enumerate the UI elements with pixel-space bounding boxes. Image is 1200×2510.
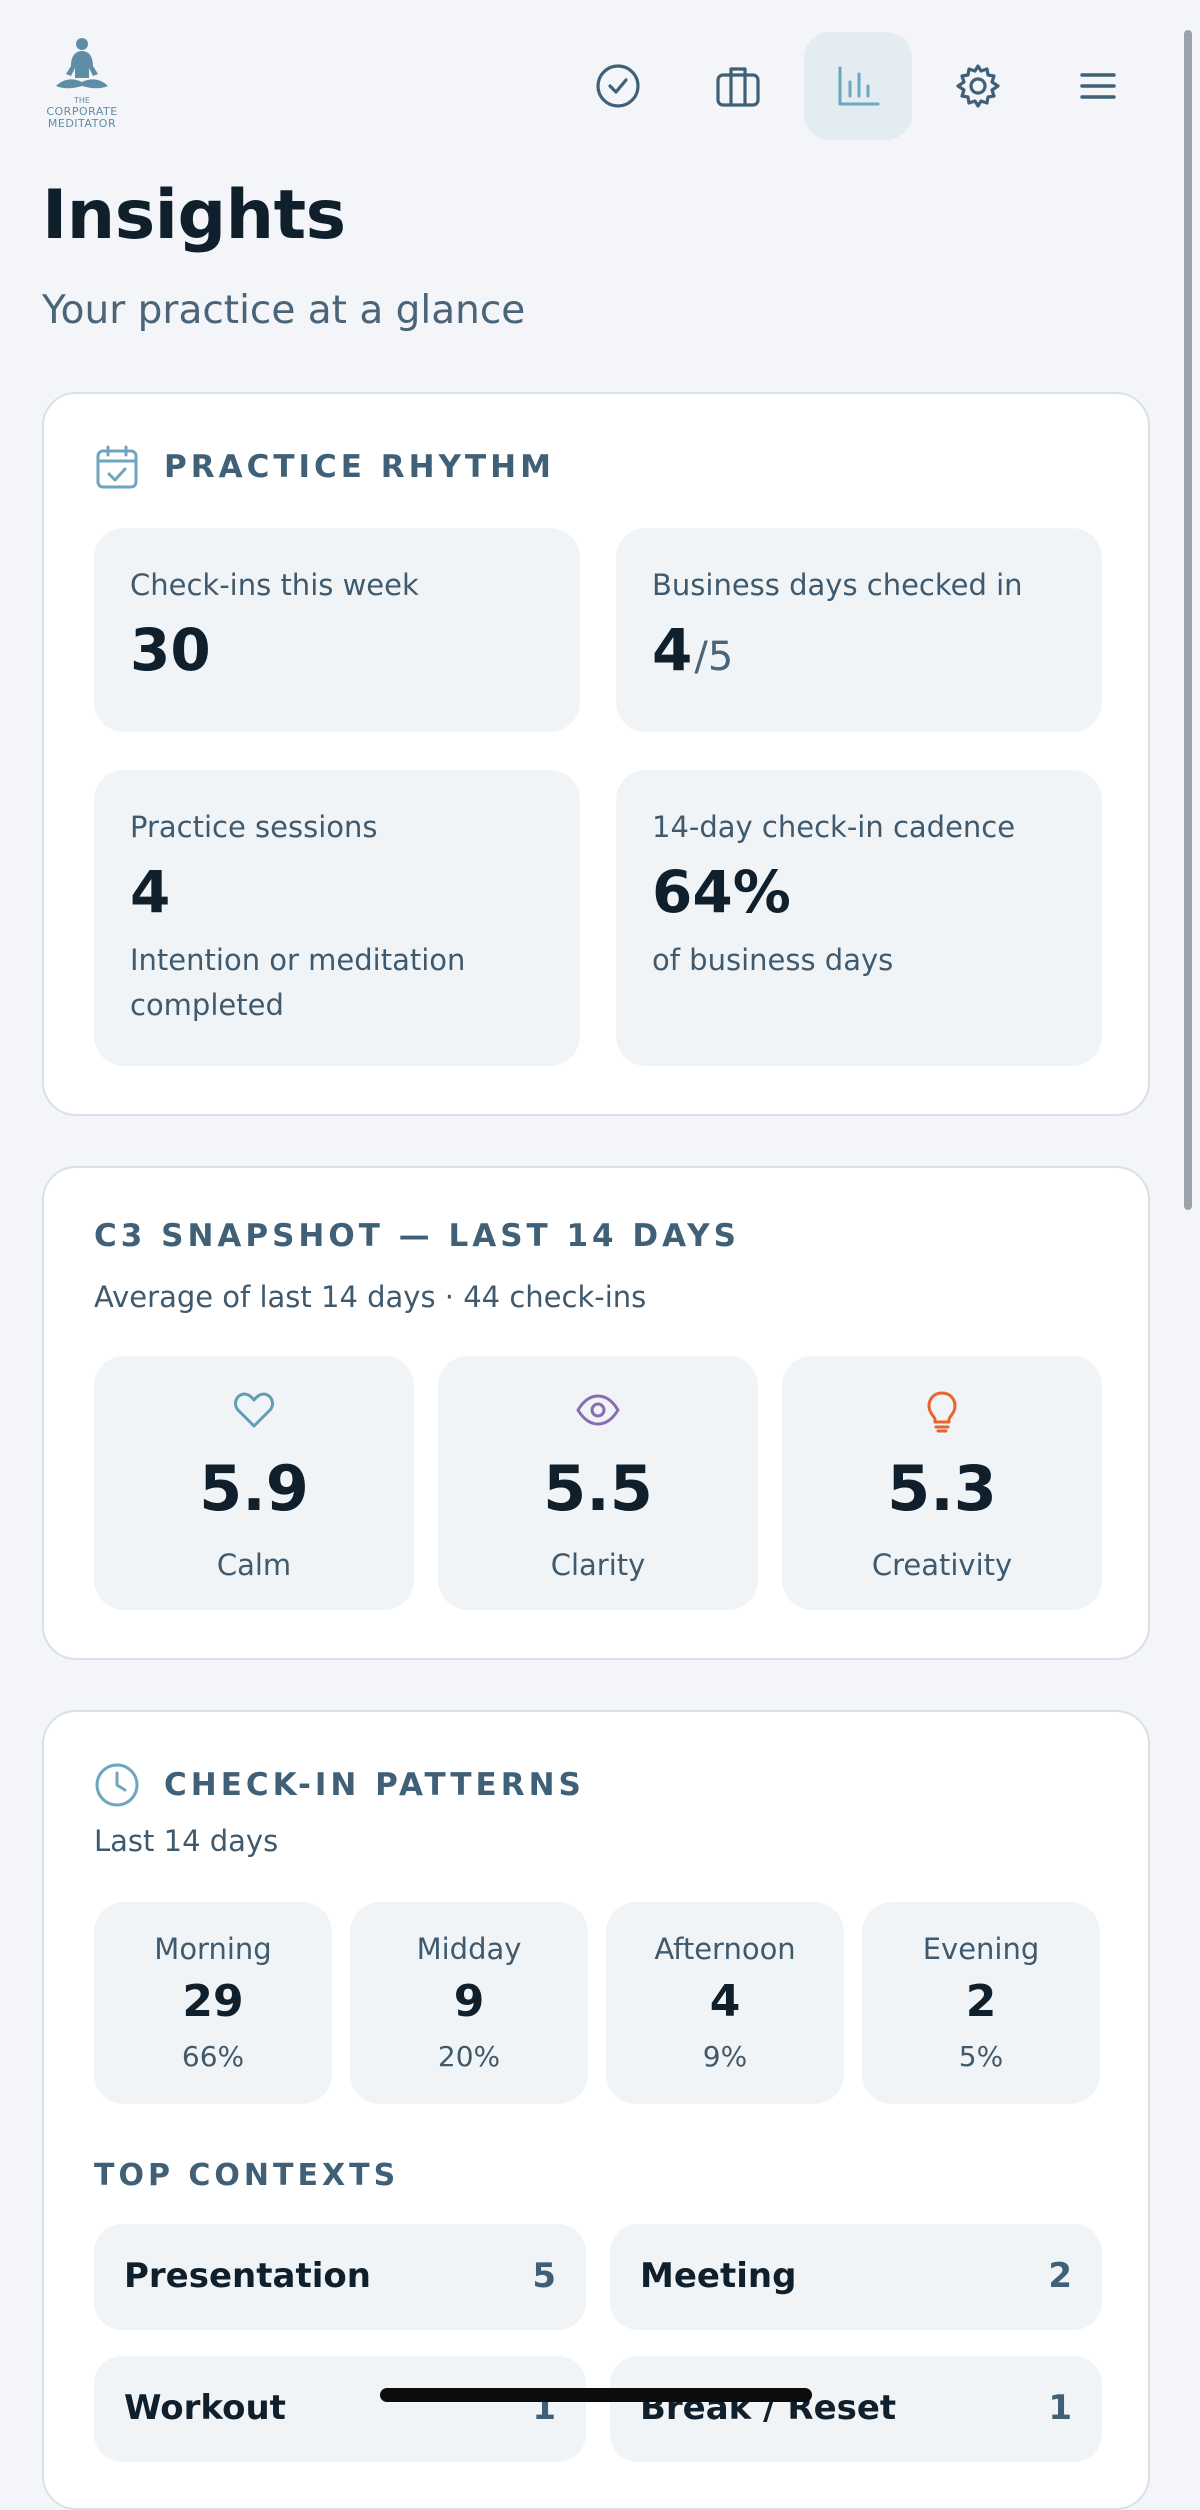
pattern-name: Evening <box>922 1932 1040 1966</box>
context-count: 2 <box>1048 2256 1072 2296</box>
stat-tile-practice-sessions: Practice sessions 4 Intention or meditat… <box>94 770 580 1066</box>
meditator-logo-icon <box>56 38 108 89</box>
stat-value-denominator: /5 <box>694 634 734 680</box>
pattern-tile-evening: Evening 2 5% <box>862 1902 1100 2104</box>
context-name: Workout <box>124 2388 286 2428</box>
context-count: 5 <box>532 2256 556 2296</box>
stat-label: Check-ins this week <box>130 568 419 602</box>
c3-value: 5.3 <box>887 1452 997 1525</box>
heart-icon <box>234 1392 274 1428</box>
stat-tile-business-days: Business days checked in 4/5 <box>616 528 1102 732</box>
check-circle-icon <box>596 64 640 108</box>
c3-value: 5.9 <box>199 1452 309 1525</box>
context-item-meeting[interactable]: Meeting 2 <box>610 2224 1102 2330</box>
nav-work-button[interactable] <box>684 32 792 140</box>
home-indicator[interactable] <box>380 2388 812 2402</box>
checkin-patterns-title: CHECK-IN PATTERNS <box>164 1767 585 1803</box>
stat-value: 4 <box>130 858 171 926</box>
pattern-percent: 66% <box>181 2040 245 2073</box>
pattern-name: Afternoon <box>654 1932 796 1966</box>
context-count: 1 <box>1048 2388 1072 2428</box>
nav-settings-button[interactable] <box>924 32 1032 140</box>
c3-snapshot-header: C3 SNAPSHOT — LAST 14 DAYS <box>94 1218 740 1254</box>
clock-icon <box>95 1763 139 1807</box>
c3-snapshot-title: C3 SNAPSHOT — LAST 14 DAYS <box>94 1218 740 1254</box>
pattern-percent: 20% <box>437 2040 501 2073</box>
top-contexts-heading: TOP CONTEXTS <box>94 2158 400 2193</box>
nav-checkin-button[interactable] <box>564 32 672 140</box>
context-name: Meeting <box>640 2256 797 2296</box>
context-item-break-reset[interactable]: Break / Reset 1 <box>610 2356 1102 2462</box>
pattern-count: 2 <box>965 1976 997 2027</box>
lightbulb-icon <box>927 1391 957 1433</box>
eye-icon <box>576 1394 620 1426</box>
context-name: Presentation <box>124 2256 371 2296</box>
pattern-percent: 5% <box>958 2040 1004 2073</box>
stat-tile-cadence: 14-day check-in cadence 64% of business … <box>616 770 1102 1066</box>
c3-label: Clarity <box>550 1548 646 1582</box>
checkin-patterns-header: CHECK-IN PATTERNS <box>94 1762 585 1808</box>
pattern-count: 9 <box>453 1976 485 2027</box>
c3-tile-calm: 5.9 Calm <box>94 1356 414 1610</box>
checkin-patterns-subtitle: Last 14 days <box>94 1824 279 1858</box>
stat-value: 4/5 <box>652 616 733 684</box>
stat-subtext: Intention or meditation completed <box>130 943 466 1022</box>
pattern-name: Midday <box>416 1932 522 1966</box>
stat-label: Practice sessions <box>130 810 378 844</box>
pattern-count: 29 <box>182 1976 244 2027</box>
pattern-tile-midday: Midday 9 20% <box>350 1902 588 2104</box>
nav-insights-button[interactable] <box>804 32 912 140</box>
stat-label: Business days checked in <box>652 568 1023 602</box>
pattern-percent: 9% <box>702 2040 748 2073</box>
pattern-tile-morning: Morning 29 66% <box>94 1902 332 2104</box>
bar-chart-icon <box>838 66 880 106</box>
page-scrollbar[interactable] <box>1184 30 1192 1210</box>
stat-value: 30 <box>130 616 211 684</box>
practice-rhythm-header: PRACTICE RHYTHM <box>94 444 555 490</box>
c3-value: 5.5 <box>543 1452 653 1525</box>
logo-text-corporate: CORPORATE <box>46 105 118 118</box>
c3-label: Creativity <box>871 1548 1013 1582</box>
c3-snapshot-card: C3 SNAPSHOT — LAST 14 DAYS Average of la… <box>42 1166 1150 1660</box>
practice-rhythm-card: PRACTICE RHYTHM Check-ins this week 30 B… <box>42 392 1150 1116</box>
corporate-meditator-logo[interactable]: THE CORPORATE MEDITATOR <box>40 36 124 130</box>
menu-icon <box>1080 73 1116 99</box>
pattern-count: 4 <box>709 1976 741 2027</box>
stat-label: 14-day check-in cadence <box>652 810 1016 844</box>
c3-tile-creativity: 5.3 Creativity <box>782 1356 1102 1610</box>
practice-rhythm-title: PRACTICE RHYTHM <box>164 449 555 485</box>
context-item-presentation[interactable]: Presentation 5 <box>94 2224 586 2330</box>
c3-label: Calm <box>216 1548 292 1582</box>
c3-tile-clarity: 5.5 Clarity <box>438 1356 758 1610</box>
stat-subtext: of business days <box>652 943 894 977</box>
pattern-tile-afternoon: Afternoon 4 9% <box>606 1902 844 2104</box>
context-item-workout[interactable]: Workout 1 <box>94 2356 586 2462</box>
page-title: Insights <box>42 176 346 255</box>
nav-menu-button[interactable] <box>1044 32 1152 140</box>
app-header: THE CORPORATE MEDITATOR <box>0 0 1200 170</box>
c3-snapshot-subtitle: Average of last 14 days · 44 check-ins <box>94 1280 647 1314</box>
logo-text-meditator: MEDITATOR <box>47 117 117 130</box>
stat-value-number: 4 <box>652 616 693 684</box>
stat-value: 64% <box>652 858 791 926</box>
gear-icon <box>956 64 1000 108</box>
briefcase-icon <box>716 67 760 107</box>
logo-text-the: THE <box>74 96 90 105</box>
calendar-check-icon <box>96 445 138 489</box>
stat-tile-checkins-week: Check-ins this week 30 <box>94 528 580 732</box>
page-subtitle: Your practice at a glance <box>42 288 526 333</box>
pattern-name: Morning <box>154 1932 272 1966</box>
